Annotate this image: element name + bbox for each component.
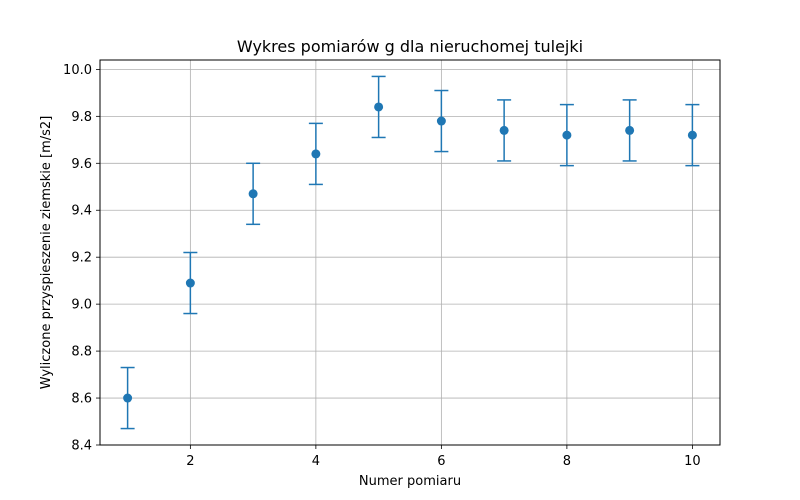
data-point xyxy=(436,116,446,126)
y-tick-label: 9.8 xyxy=(71,110,92,125)
y-tick-label: 9.2 xyxy=(71,251,92,266)
plot-frame xyxy=(99,59,721,446)
data-point xyxy=(499,125,509,135)
data-point xyxy=(311,149,321,159)
data-point xyxy=(123,393,133,403)
data-point xyxy=(374,102,384,112)
chart-title: Wykres pomiarów g dla nieruchomej tulejk… xyxy=(237,37,583,56)
data-point xyxy=(687,130,697,140)
y-tick-label: 9.6 xyxy=(71,157,92,172)
y-tick-label: 9.4 xyxy=(71,204,92,219)
y-tick-label: 8.8 xyxy=(71,345,92,360)
y-tick-label: 8.6 xyxy=(71,392,92,407)
y-axis-label: Wyliczone przyspieszenie ziemskie [m/s2] xyxy=(39,116,54,390)
y-tick-label: 9.0 xyxy=(71,298,92,313)
x-tick-label: 10 xyxy=(684,454,701,469)
x-tick-label: 8 xyxy=(563,454,571,469)
x-axis-label: Numer pomiaru xyxy=(359,474,461,489)
data-point xyxy=(625,125,635,135)
data-point xyxy=(562,130,572,140)
data-point xyxy=(185,278,195,288)
y-tick-label: 10.0 xyxy=(63,63,92,78)
data-points xyxy=(123,102,697,403)
data-point xyxy=(248,189,258,199)
x-tick-label: 2 xyxy=(186,454,194,469)
y-tick-label: 8.4 xyxy=(71,439,92,454)
x-tick-label: 4 xyxy=(312,454,320,469)
axis-ticks: 2 4 6 8 10 8.4 8.6 8.8 9.0 9.2 9.4 9.6 9.8 10.0 xyxy=(63,63,701,469)
x-tick-label: 6 xyxy=(437,454,445,469)
